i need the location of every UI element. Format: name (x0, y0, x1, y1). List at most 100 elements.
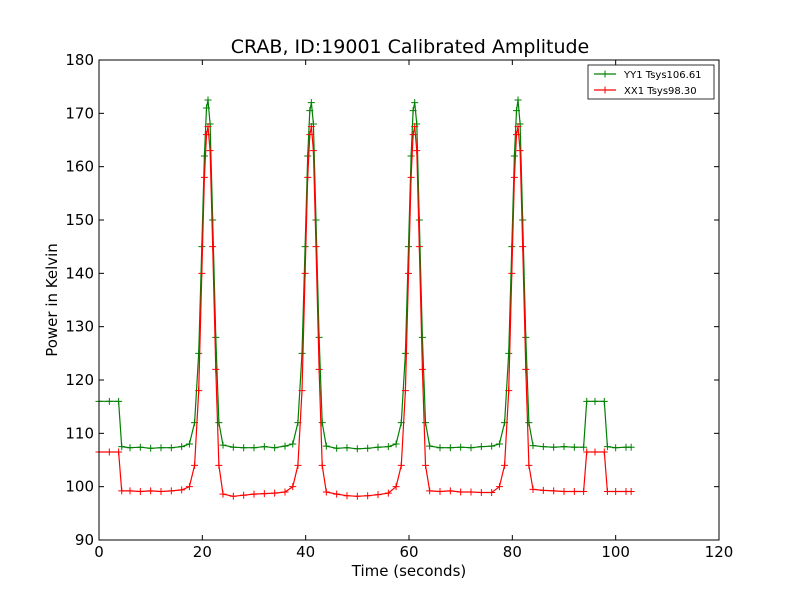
data-point-0-7 (157, 444, 165, 452)
y-tick-label-8: 170 (65, 104, 94, 122)
data-point-0-37 (315, 333, 323, 341)
y-tick-label-7: 160 (65, 158, 94, 176)
data-point-0-39 (322, 442, 330, 450)
y-tick-label-2: 110 (65, 424, 94, 442)
data-point-1-18 (209, 243, 217, 251)
data-point-1-24 (250, 490, 258, 498)
legend-box (587, 64, 715, 100)
x-tick-label-6: 120 (705, 543, 734, 561)
data-point-0-45 (384, 443, 392, 451)
data-point-0-14 (200, 152, 208, 160)
data-point-0-41 (343, 444, 351, 452)
series-layer (95, 96, 635, 500)
data-point-1-26 (271, 489, 279, 497)
series-line-0 (99, 99, 632, 450)
y-tick-label-9: 180 (65, 51, 94, 69)
data-point-1-23 (240, 491, 248, 499)
data-point-1-48 (401, 387, 409, 395)
data-point-1-11 (191, 461, 199, 469)
data-point-1-6 (147, 487, 155, 495)
data-point-1-15 (202, 131, 210, 139)
data-point-0-59 (446, 444, 454, 452)
data-point-0-3 (118, 443, 126, 451)
data-point-1-59 (446, 487, 454, 495)
data-point-0-22 (229, 443, 237, 451)
data-point-0-51 (409, 107, 417, 115)
data-point-1-7 (157, 487, 165, 495)
data-point-1-70 (514, 123, 522, 131)
data-point-0-28 (289, 440, 297, 448)
y-tick-label-5: 140 (65, 264, 94, 282)
data-point-0-9 (178, 443, 186, 451)
data-point-1-76 (539, 486, 547, 494)
data-point-0-84 (603, 443, 611, 451)
y-tick-label-3: 120 (65, 371, 94, 389)
series-line-1 (99, 126, 632, 497)
data-point-1-1 (105, 448, 113, 456)
data-point-1-33 (306, 131, 314, 139)
data-point-1-56 (422, 461, 430, 469)
data-point-0-46 (392, 440, 400, 448)
data-point-0-61 (467, 444, 475, 452)
x-tick-label-5: 100 (601, 543, 630, 561)
data-point-1-21 (219, 490, 227, 498)
y-tick-label-1: 100 (65, 478, 94, 496)
legend-label-1: XX1 Tsys98.30 (624, 86, 697, 97)
data-point-0-79 (570, 443, 578, 451)
data-point-0-80 (580, 443, 588, 451)
data-point-1-55 (418, 365, 426, 373)
data-point-1-66 (505, 387, 513, 395)
data-point-0-18 (209, 216, 217, 224)
data-point-1-10 (185, 483, 193, 491)
data-point-1-49 (404, 269, 412, 277)
data-point-0-60 (457, 443, 465, 451)
data-point-0-82 (591, 397, 599, 405)
data-point-0-27 (281, 442, 289, 450)
data-point-1-17 (206, 147, 214, 155)
data-point-1-64 (495, 483, 503, 491)
data-point-1-34 (307, 123, 315, 131)
data-point-0-42 (353, 445, 361, 453)
data-point-0-12 (195, 349, 203, 357)
data-point-1-54 (415, 243, 423, 251)
data-point-1-37 (315, 365, 323, 373)
data-point-1-53 (413, 147, 421, 155)
data-point-0-25 (260, 443, 268, 451)
data-point-0-4 (126, 444, 134, 452)
data-point-1-44 (374, 491, 382, 499)
data-point-1-68 (510, 173, 518, 181)
data-point-0-20 (215, 419, 223, 427)
data-point-1-28 (289, 483, 297, 491)
data-point-0-44 (374, 443, 382, 451)
data-point-1-45 (384, 489, 392, 497)
data-point-1-41 (343, 492, 351, 500)
data-point-0-64 (495, 440, 503, 448)
data-point-1-62 (477, 489, 485, 497)
y-tick-label-0: 90 (75, 531, 94, 549)
data-point-1-65 (501, 461, 509, 469)
data-point-1-57 (426, 487, 434, 495)
data-point-0-40 (333, 444, 341, 452)
ticks-layer: 0 20 40 60 80 100 120 90 100 110 120 130 140 150 160 17… (65, 51, 733, 561)
data-point-0-31 (301, 243, 309, 251)
data-point-1-5 (136, 487, 144, 495)
data-point-1-78 (560, 487, 568, 495)
data-point-0-5 (136, 443, 144, 451)
data-point-1-75 (529, 485, 537, 493)
series-1 (95, 123, 635, 500)
data-point-1-71 (516, 147, 524, 155)
plot-frame (98, 59, 720, 541)
series-0 (95, 96, 635, 453)
data-point-1-83 (600, 448, 608, 456)
data-point-1-14 (200, 173, 208, 181)
data-point-0-10 (185, 440, 193, 448)
data-point-1-38 (318, 461, 326, 469)
data-point-1-47 (397, 461, 405, 469)
data-point-0-19 (212, 333, 220, 341)
data-point-1-74 (525, 461, 533, 469)
data-point-1-50 (407, 173, 415, 181)
y-tick-label-6: 150 (65, 211, 94, 229)
data-point-0-52 (411, 99, 419, 107)
data-point-1-63 (488, 489, 496, 497)
data-point-1-79 (570, 487, 578, 495)
